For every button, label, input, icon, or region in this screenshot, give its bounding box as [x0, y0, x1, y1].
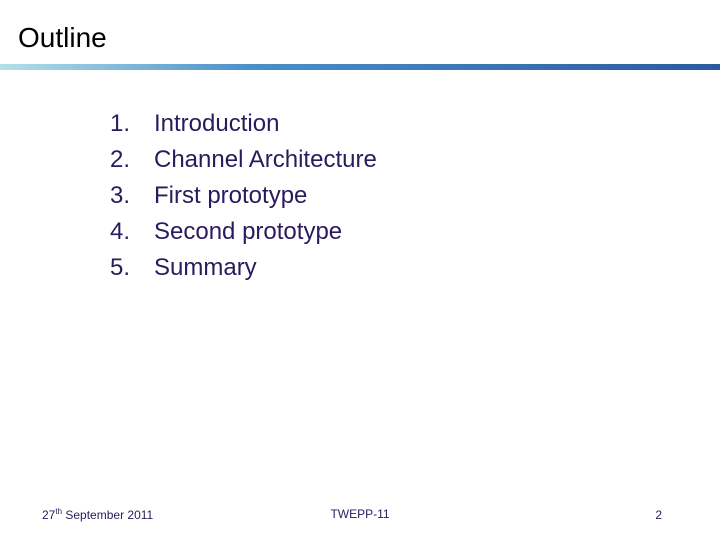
list-item: 5. Summary: [110, 254, 720, 282]
item-text: Introduction: [154, 110, 279, 138]
item-number: 2.: [110, 146, 154, 174]
footer-date-rest: September 2011: [62, 508, 153, 522]
item-number: 1.: [110, 110, 154, 138]
footer-date-day: 27: [42, 508, 55, 522]
list-item: 4. Second prototype: [110, 218, 720, 246]
item-text: Summary: [154, 254, 257, 282]
footer-page-number: 2: [655, 508, 662, 522]
list-item: 2. Channel Architecture: [110, 146, 720, 174]
footer-date: 27th September 2011: [42, 507, 153, 522]
item-number: 3.: [110, 182, 154, 210]
footer-center: TWEPP-11: [330, 507, 389, 521]
list-item: 1. Introduction: [110, 110, 720, 138]
item-number: 5.: [110, 254, 154, 282]
outline-list: 1. Introduction 2. Channel Architecture …: [110, 110, 720, 282]
slide-footer: 27th September 2011 TWEPP-11 2: [0, 507, 720, 522]
item-text: Channel Architecture: [154, 146, 377, 174]
title-underline: [0, 64, 720, 70]
item-number: 4.: [110, 218, 154, 246]
slide-title: Outline: [0, 0, 720, 54]
item-text: Second prototype: [154, 218, 342, 246]
list-item: 3. First prototype: [110, 182, 720, 210]
item-text: First prototype: [154, 182, 307, 210]
